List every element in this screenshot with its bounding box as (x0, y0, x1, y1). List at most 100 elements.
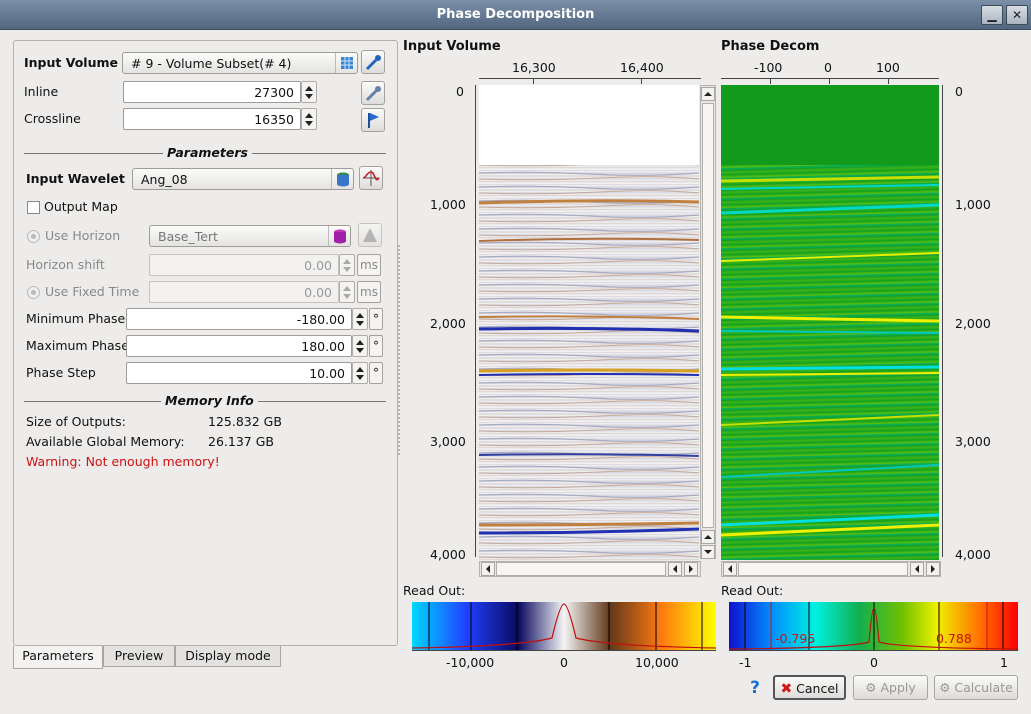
phase-scroll-left[interactable] (723, 562, 737, 576)
arrow-left-icon (673, 565, 677, 573)
phase-colorbar[interactable] (729, 602, 1018, 650)
phase-y-tick: 0 (955, 84, 963, 99)
input-x-tick: 16,300 (512, 60, 556, 75)
pick-volume-button[interactable] (361, 50, 385, 74)
crossline-label: Crossline (24, 111, 81, 126)
use-fixed-time-label: Use Fixed Time (45, 284, 140, 299)
gear-icon: ⚙ (939, 680, 951, 695)
horizon-select[interactable]: Base_Tert (149, 225, 351, 247)
min-phase-input[interactable]: -180.00 (126, 308, 352, 330)
horizon-shift-stepper[interactable] (339, 254, 355, 276)
input-scroll-right[interactable] (684, 562, 698, 576)
phase-scroll-left-2[interactable] (910, 562, 924, 576)
calculate-button[interactable]: ⚙ Calculate (934, 675, 1018, 700)
available-memory-value: 26.137 GB (208, 434, 274, 449)
input-x-axis (479, 78, 701, 79)
close-button[interactable]: ✕ (1006, 5, 1028, 25)
inline-stepper[interactable] (301, 81, 317, 103)
input-volume-value: # 9 - Volume Subset(# 4) (131, 56, 292, 71)
max-phase-stepper[interactable] (352, 335, 368, 357)
phase-x-tick: 0 (824, 60, 832, 75)
input-viewer-title: Input Volume (403, 39, 501, 54)
gear-icon: ⚙ (865, 680, 877, 695)
horizon-shift-unit: ms (357, 254, 381, 276)
horizon-db-icon (328, 226, 350, 246)
input-hscroll-thumb[interactable] (496, 562, 666, 576)
size-of-outputs-label: Size of Outputs: (26, 414, 126, 429)
input-volume-select[interactable]: # 9 - Volume Subset(# 4) (122, 52, 358, 74)
help-icon[interactable]: ? (750, 678, 760, 698)
horizon-shift-input[interactable]: 0.00 (149, 254, 339, 276)
splitter-handle[interactable] (398, 245, 400, 455)
phase-step-input[interactable]: 10.00 (126, 362, 352, 384)
inline-input[interactable]: 27300 (123, 81, 301, 103)
use-horizon-radio[interactable] (27, 230, 40, 243)
seismic-input-image[interactable] (479, 85, 699, 560)
max-phase-input[interactable]: 180.00 (126, 335, 352, 357)
phase-readout-label: Read Out: (721, 583, 784, 598)
apply-label: Apply (880, 680, 916, 695)
flag-button[interactable] (361, 108, 385, 132)
window-titlebar[interactable] (0, 0, 1031, 30)
use-fixed-time-radio[interactable] (27, 286, 40, 299)
horizon-pick-button[interactable] (358, 223, 382, 247)
input-x-tick: 16,400 (620, 60, 664, 75)
wavelet-edit-button[interactable] (359, 166, 383, 190)
phase-decom-image[interactable] (721, 85, 939, 560)
input-scroll-up[interactable] (701, 87, 715, 101)
inline-label: Inline (24, 84, 59, 99)
input-vscroll-thumb[interactable] (702, 103, 714, 528)
output-map-label: Output Map (44, 199, 118, 214)
window-title: Phase Decomposition (436, 7, 595, 22)
use-horizon-label: Use Horizon (45, 228, 121, 243)
phase-viewer-title: Phase Decom (721, 39, 820, 54)
available-memory-label: Available Global Memory: (26, 434, 185, 449)
phase-y-tick: 4,000 (955, 547, 991, 562)
phase-colorbar-tick: -1 (739, 655, 752, 670)
crossline-input[interactable]: 16350 (123, 108, 301, 130)
flag-icon (368, 113, 379, 128)
input-wavelet-select[interactable]: Ang_08 (132, 168, 354, 190)
horizon-pick-icon (363, 228, 377, 242)
tab-parameters[interactable]: Parameters (13, 646, 103, 669)
horizon-value: Base_Tert (158, 229, 218, 244)
input-scroll-left[interactable] (481, 562, 495, 576)
phase-x-tickmark (888, 78, 889, 84)
fixed-time-stepper[interactable] (339, 281, 355, 303)
pick-position-button[interactable] (361, 81, 385, 105)
input-y-tick: 2,000 (430, 316, 466, 331)
input-wavelet-label: Input Wavelet (26, 171, 125, 186)
tab-preview[interactable]: Preview (103, 646, 175, 667)
input-scroll-left-2[interactable] (668, 562, 682, 576)
phase-x-tick: 100 (876, 60, 900, 75)
input-scroll-down[interactable] (701, 545, 715, 559)
tab-display-mode[interactable]: Display mode (175, 646, 281, 667)
pick-pipette-icon (365, 55, 381, 71)
phase-step-stepper[interactable] (352, 362, 368, 384)
input-y-tick: 3,000 (430, 434, 466, 449)
fixed-time-input[interactable]: 0.00 (149, 281, 339, 303)
volume-grid-icon (335, 53, 357, 73)
crossline-stepper[interactable] (301, 108, 317, 130)
input-wavelet-value: Ang_08 (141, 172, 188, 187)
phase-x-tickmark (770, 78, 771, 84)
input-colorbar-tick: 0 (560, 655, 568, 670)
minimize-button[interactable]: ▁ (981, 5, 1003, 25)
max-phase-label: Maximum Phase (26, 338, 129, 353)
cancel-button[interactable]: ✖ Cancel (773, 675, 846, 700)
phase-x-tickmark (829, 78, 830, 84)
phase-x-tick: -100 (754, 60, 783, 75)
phase-y-tick: 1,000 (955, 197, 991, 212)
input-volume-label: Input Volume (24, 55, 118, 70)
phase-scroll-right[interactable] (926, 562, 940, 576)
phase-hscroll-thumb[interactable] (738, 562, 908, 576)
phase-colorbar-axis (729, 650, 1018, 651)
apply-button[interactable]: ⚙ Apply (853, 675, 928, 700)
arrow-right-icon (931, 565, 935, 573)
input-colorbar-tick: -10,000 (446, 655, 495, 670)
min-phase-stepper[interactable] (352, 308, 368, 330)
input-scroll-up-2[interactable] (701, 530, 715, 544)
output-map-checkbox[interactable] (27, 201, 40, 214)
input-y-tick: 1,000 (430, 197, 466, 212)
input-colorbar[interactable] (412, 602, 716, 650)
